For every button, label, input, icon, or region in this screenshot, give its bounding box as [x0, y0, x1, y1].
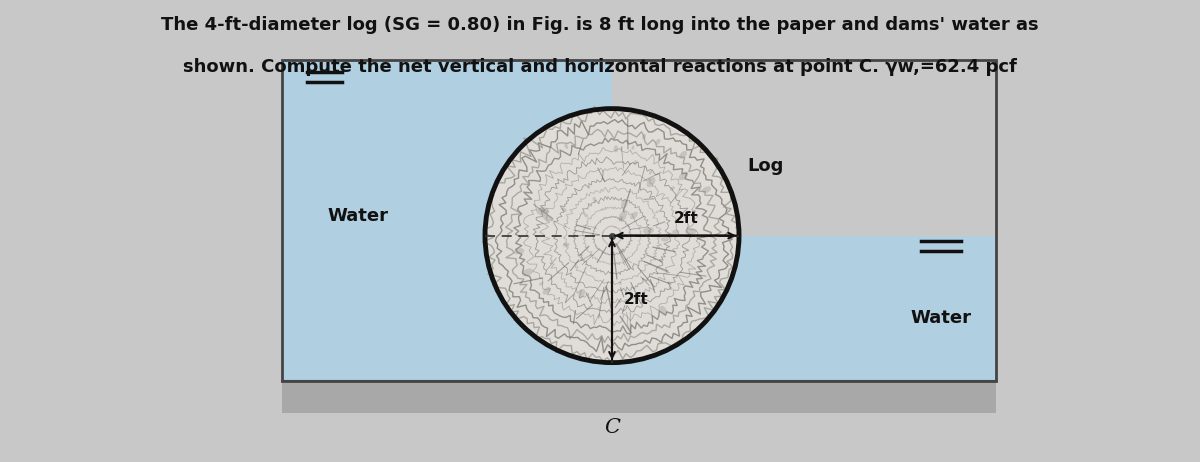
Ellipse shape	[613, 145, 618, 152]
Bar	[282, 60, 485, 381]
Ellipse shape	[668, 286, 672, 290]
Bar	[282, 60, 996, 381]
Ellipse shape	[618, 211, 626, 222]
Ellipse shape	[593, 197, 596, 202]
Ellipse shape	[622, 249, 625, 253]
Ellipse shape	[622, 199, 628, 209]
Ellipse shape	[631, 145, 635, 150]
Ellipse shape	[649, 170, 653, 175]
Ellipse shape	[685, 228, 696, 235]
Ellipse shape	[702, 186, 712, 193]
Ellipse shape	[655, 210, 659, 213]
Text: Water: Water	[326, 207, 388, 225]
Bar	[282, 381, 996, 413]
Ellipse shape	[536, 208, 547, 216]
Bar	[739, 236, 996, 381]
Ellipse shape	[665, 233, 674, 238]
Ellipse shape	[643, 227, 654, 234]
Ellipse shape	[642, 134, 646, 140]
Ellipse shape	[578, 289, 586, 298]
Ellipse shape	[656, 139, 660, 145]
Ellipse shape	[560, 207, 566, 212]
Ellipse shape	[630, 212, 638, 219]
Text: Log: Log	[746, 157, 784, 175]
Ellipse shape	[563, 243, 570, 247]
Ellipse shape	[660, 306, 667, 314]
Ellipse shape	[544, 215, 553, 221]
Ellipse shape	[619, 282, 622, 286]
Ellipse shape	[539, 207, 548, 213]
Ellipse shape	[620, 146, 623, 150]
Ellipse shape	[542, 287, 551, 295]
Ellipse shape	[539, 282, 544, 286]
Ellipse shape	[514, 248, 524, 255]
Text: Water: Water	[910, 309, 971, 327]
Ellipse shape	[679, 172, 688, 180]
Ellipse shape	[679, 151, 686, 159]
Ellipse shape	[634, 160, 637, 165]
Text: The 4-ft-diameter log (SG = 0.80) in Fig. is 8 ft long into the paper and dams' : The 4-ft-diameter log (SG = 0.80) in Fig…	[161, 16, 1039, 34]
Ellipse shape	[672, 230, 679, 234]
Text: shown. Compute the net vertical and horizontal reactions at point C. γw,=62.4 pc: shown. Compute the net vertical and hori…	[184, 58, 1016, 76]
Ellipse shape	[599, 306, 600, 310]
Circle shape	[485, 109, 739, 363]
Text: 2ft: 2ft	[624, 292, 649, 307]
Text: C: C	[604, 419, 620, 438]
Ellipse shape	[661, 237, 668, 242]
Ellipse shape	[670, 186, 674, 191]
Bar	[612, 236, 739, 381]
Text: 2ft: 2ft	[673, 211, 698, 225]
Ellipse shape	[564, 144, 569, 149]
Ellipse shape	[522, 268, 533, 276]
Ellipse shape	[619, 216, 623, 220]
Bar	[485, 60, 612, 381]
Ellipse shape	[583, 213, 588, 218]
Ellipse shape	[647, 177, 655, 187]
